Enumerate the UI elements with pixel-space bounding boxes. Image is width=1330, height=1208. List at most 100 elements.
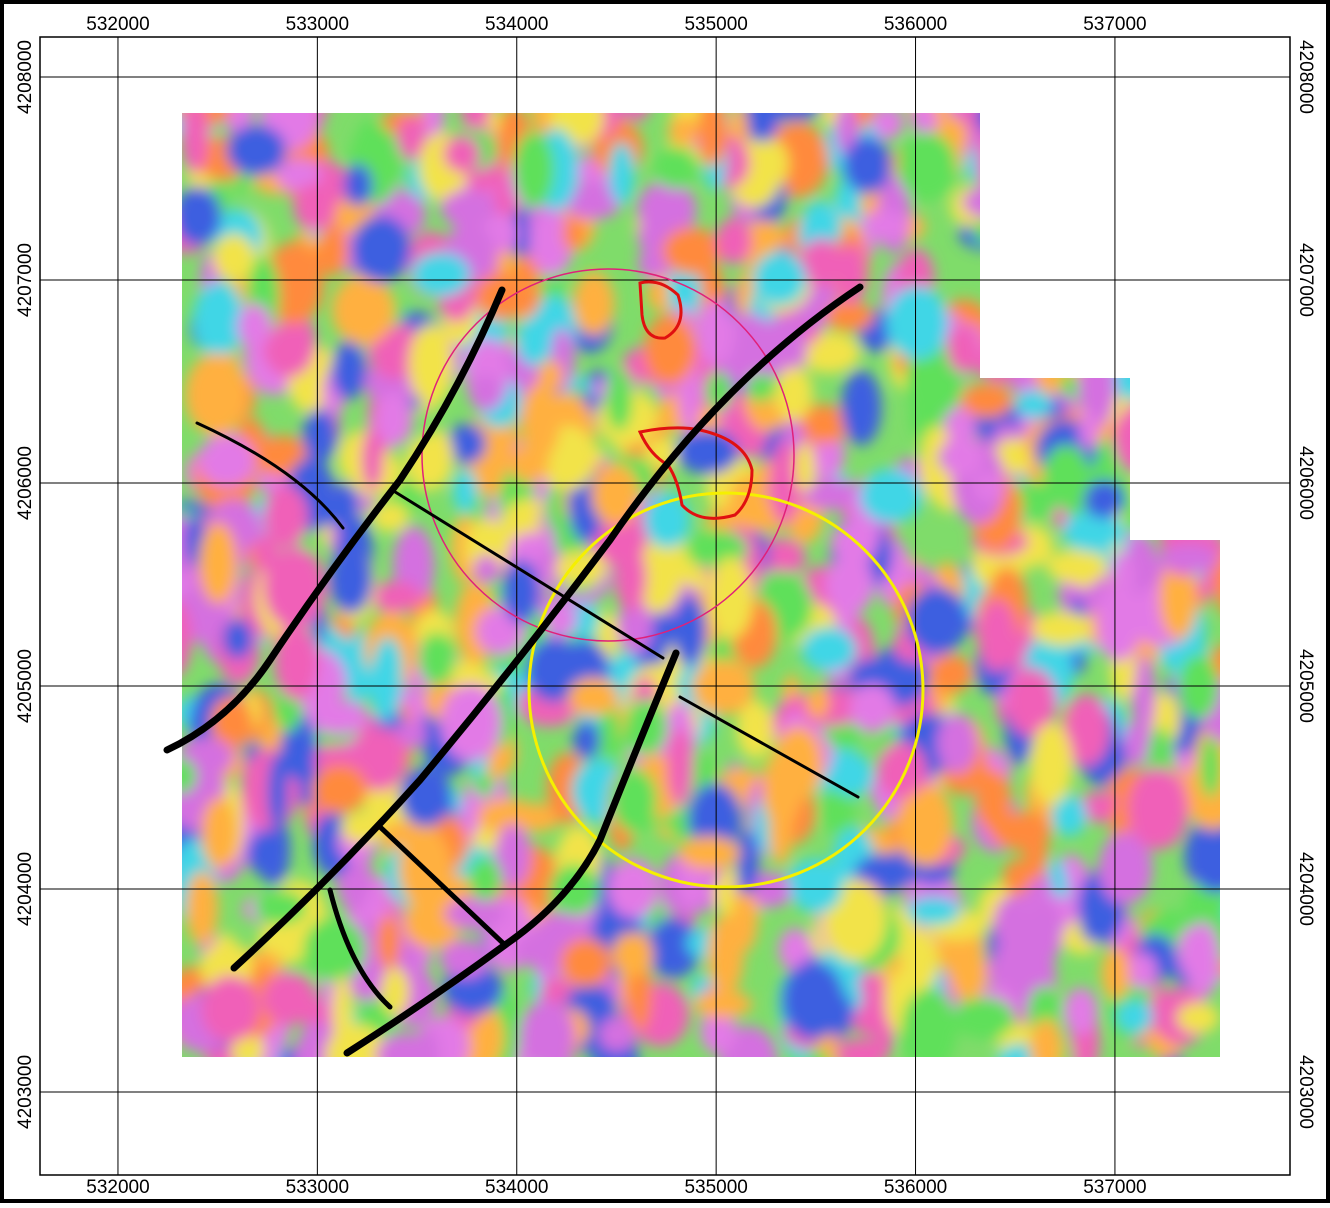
raster-blob bbox=[977, 599, 1017, 671]
y-tick-label: 4205000 bbox=[15, 649, 36, 723]
raster-blob bbox=[199, 522, 237, 604]
raster-blob bbox=[443, 136, 480, 173]
raster-blob bbox=[201, 797, 237, 869]
y-tick-label: 4203000 bbox=[1295, 1055, 1316, 1129]
y-tick-label: 4205000 bbox=[1295, 649, 1316, 723]
raster-blob bbox=[303, 409, 338, 463]
raster-blob bbox=[329, 544, 372, 613]
raster-blob bbox=[418, 632, 455, 685]
raster-blob bbox=[263, 486, 307, 548]
y-tick-label: 4207000 bbox=[15, 243, 36, 317]
raster-blob bbox=[850, 684, 895, 732]
x-tick-label: 532000 bbox=[86, 14, 149, 35]
raster-blob bbox=[1015, 389, 1052, 419]
raster-blob bbox=[1200, 736, 1222, 798]
raster-blob bbox=[709, 557, 753, 639]
raster-blob bbox=[954, 997, 1015, 1039]
x-tick-label: 532000 bbox=[86, 1177, 149, 1198]
raster-blob bbox=[598, 1017, 635, 1052]
raster-blob bbox=[608, 142, 635, 206]
raster-blob bbox=[949, 942, 987, 1002]
raster-blob bbox=[332, 275, 395, 345]
raster-blob bbox=[638, 220, 666, 254]
raster-blob bbox=[667, 729, 693, 806]
raster-blob bbox=[708, 914, 744, 995]
raster-blob bbox=[453, 469, 478, 513]
raster-blob bbox=[1079, 410, 1099, 448]
raster-blob bbox=[678, 836, 740, 869]
raster-blob bbox=[752, 252, 806, 306]
raster-blob bbox=[859, 468, 922, 523]
y-tick-label: 4206000 bbox=[1295, 446, 1316, 520]
raster-blob bbox=[274, 624, 318, 700]
raster-blob bbox=[1125, 953, 1156, 989]
raster-blob bbox=[1047, 549, 1108, 584]
x-tick-label: 535000 bbox=[684, 14, 747, 35]
x-tick-label: 534000 bbox=[485, 14, 548, 35]
raster-blob bbox=[947, 325, 979, 372]
raster-blob bbox=[795, 442, 815, 492]
raster-blob bbox=[510, 444, 549, 483]
raster-blob bbox=[185, 353, 248, 435]
raster-blob bbox=[825, 555, 874, 615]
raster-blob bbox=[573, 271, 614, 335]
y-tick-label: 4206000 bbox=[15, 446, 36, 520]
x-tick-label: 535000 bbox=[684, 1177, 747, 1198]
y-tick-label: 4204000 bbox=[15, 852, 36, 926]
raster-blob bbox=[606, 367, 633, 431]
raster-blob bbox=[226, 125, 286, 176]
raster-blob bbox=[800, 239, 843, 287]
raster-blob bbox=[515, 935, 544, 966]
x-tick-label: 536000 bbox=[884, 1177, 947, 1198]
y-tick-label: 4208000 bbox=[1295, 40, 1316, 114]
raster-blob bbox=[1096, 583, 1142, 661]
raster-blob bbox=[930, 654, 973, 694]
raster-blob bbox=[877, 742, 926, 799]
raster-blob bbox=[440, 190, 495, 227]
raster-blob bbox=[222, 619, 252, 659]
raster-blob bbox=[615, 543, 647, 611]
raster-blob bbox=[213, 234, 255, 281]
x-tick-label: 536000 bbox=[884, 14, 947, 35]
raster-blob bbox=[841, 370, 881, 445]
raster-blob bbox=[312, 765, 367, 814]
raster-blob bbox=[549, 864, 599, 916]
map: 5320005320005330005330005340005340005350… bbox=[0, 0, 1330, 1203]
raster-blob bbox=[375, 392, 413, 446]
y-tick-label: 4204000 bbox=[1295, 852, 1316, 926]
raster-blob bbox=[1160, 543, 1220, 573]
raster-blob bbox=[692, 660, 755, 715]
raster-blob bbox=[573, 721, 600, 759]
raster-blob bbox=[674, 595, 707, 667]
x-tick-label: 533000 bbox=[286, 14, 349, 35]
raster-blob bbox=[775, 367, 813, 421]
raster-blob bbox=[907, 897, 961, 925]
raster-blob bbox=[1083, 480, 1124, 519]
raster-blob bbox=[654, 147, 699, 189]
raster-blob bbox=[568, 678, 619, 716]
raster-blob bbox=[1042, 445, 1090, 508]
raster-blob bbox=[1101, 947, 1129, 999]
raster-blob bbox=[1177, 1003, 1220, 1034]
raster-blob bbox=[563, 217, 584, 251]
raster-blob bbox=[411, 252, 470, 297]
raster-blob bbox=[801, 627, 857, 672]
raster-blob bbox=[608, 858, 659, 918]
raster-blob bbox=[757, 140, 789, 188]
raster-blob bbox=[198, 434, 255, 487]
raster-blob bbox=[961, 383, 1013, 418]
raster-blob bbox=[1116, 1000, 1153, 1033]
raster-blob bbox=[331, 341, 366, 400]
raster-blob bbox=[940, 435, 983, 478]
raster-blob bbox=[560, 938, 611, 987]
raster-blob bbox=[990, 812, 1051, 850]
raster-blob bbox=[262, 972, 316, 1025]
raster-blob bbox=[247, 831, 286, 876]
raster-blob bbox=[238, 304, 272, 350]
raster-blob bbox=[644, 314, 696, 385]
raster-blob bbox=[186, 871, 218, 945]
raster-blob bbox=[343, 164, 372, 206]
y-tick-label: 4207000 bbox=[1295, 243, 1316, 317]
raster-blob bbox=[789, 859, 843, 914]
raster-blob bbox=[513, 131, 554, 208]
